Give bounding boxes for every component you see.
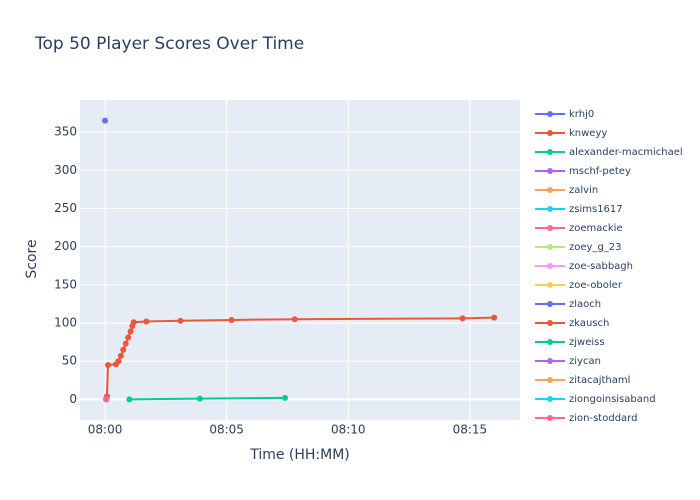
legend-symbol [547,415,553,421]
y-tick-label: 50 [62,354,77,368]
x-tick-label: 08:00 [88,423,123,437]
plot-area [80,100,520,420]
data-point [127,328,134,335]
data-point [177,317,184,324]
legend-label[interactable]: zsims1617 [569,204,623,215]
plot [102,117,498,403]
data-point [122,340,129,347]
data-point [459,315,466,322]
legend-symbol [547,396,553,402]
legend-symbol [547,282,553,288]
data-point [291,316,298,323]
legend-label[interactable]: zjweiss [569,337,605,348]
legend-label[interactable]: zitacajthaml [569,375,630,386]
data-point [491,314,498,321]
y-tick-label: 150 [54,277,77,291]
data-point [196,395,203,402]
legend-symbol [547,187,553,193]
x-tick-label: 08:10 [331,423,366,437]
legend-symbol [547,130,553,136]
legend-label[interactable]: zalvin [569,185,598,196]
data-point [143,318,150,325]
chart-title: Top 50 Player Scores Over Time [34,34,304,54]
x-tick-label: 08:15 [453,423,488,437]
data-point [115,358,122,365]
legend[interactable]: krhj0 knweyy alexander-macmichael mschf-pet… [535,109,683,424]
legend-symbol [547,206,553,212]
data-point [102,117,109,124]
legend-symbol [547,358,553,364]
legend-label[interactable]: zkausch [569,318,609,329]
y-tick-label: 0 [69,392,77,406]
legend-symbol [547,377,553,383]
data-point [117,352,124,359]
legend-label[interactable]: zion-stoddard [569,413,637,424]
y-tick-label: 200 [54,239,77,253]
data-point [125,334,132,341]
legend-label[interactable]: mschf-petey [569,166,631,177]
legend-label[interactable]: ziycan [569,356,601,367]
legend-label[interactable]: zoe-sabbagh [569,261,633,272]
data-point [126,396,133,403]
y-tick-label: 250 [54,201,77,215]
y-axis-title: Score [24,239,40,278]
legend-symbol [547,320,553,326]
legend-label[interactable]: krhj0 [569,109,594,120]
data-point [103,396,110,403]
legend-symbol [547,301,553,307]
x-tick-label: 08:05 [209,423,244,437]
y-tick-label: 100 [54,316,77,330]
legend-label[interactable]: zoe-oboler [569,280,623,291]
x-axis-title: Time (HH:MM) [249,447,350,463]
legend-label[interactable]: ziongoinsisaband [569,394,656,405]
y-tick-label: 300 [54,163,77,177]
data-point [282,394,289,401]
legend-label[interactable]: alexander-macmichael [569,147,683,158]
legend-symbol [547,225,553,231]
legend-label[interactable]: zoemackie [569,223,623,234]
data-point [104,362,111,369]
y-tick-label: 350 [54,125,77,139]
data-point [130,319,137,326]
legend-symbol [547,149,553,155]
legend-symbol [547,111,553,117]
data-point [120,346,127,353]
data-point [228,316,235,323]
legend-label[interactable]: knweyy [569,128,607,139]
grid [80,100,520,420]
legend-symbol [547,244,553,250]
legend-label[interactable]: zlaoch [569,299,601,310]
legend-label[interactable]: zoey_g_23 [569,242,622,253]
legend-symbol [547,263,553,269]
legend-symbol [547,339,553,345]
legend-symbol [547,168,553,174]
